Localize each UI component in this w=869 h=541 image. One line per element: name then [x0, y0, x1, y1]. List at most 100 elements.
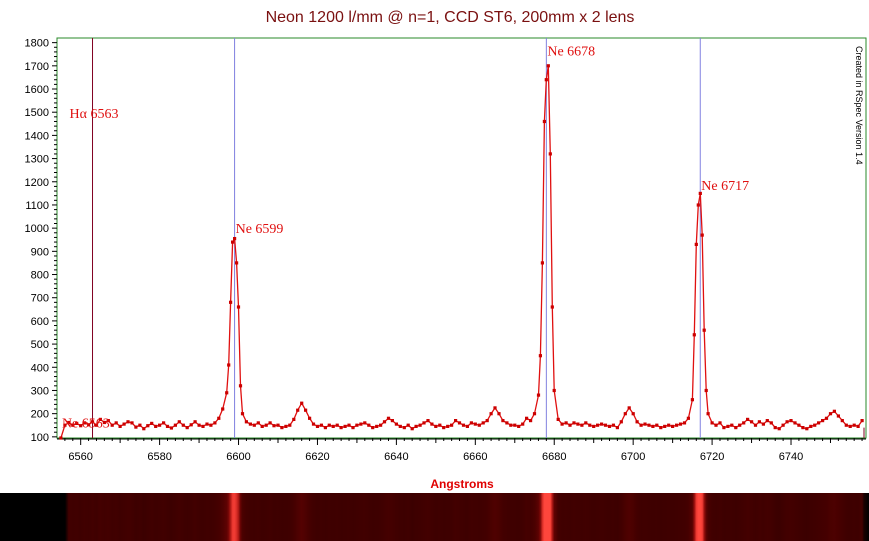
data-point: [521, 422, 525, 426]
data-point: [538, 354, 542, 358]
data-point: [371, 426, 375, 430]
data-point: [738, 423, 742, 427]
data-point: [71, 423, 75, 427]
data-point: [225, 391, 229, 395]
data-point: [750, 420, 754, 424]
y-tick-label: 1500: [25, 107, 49, 119]
y-tick-label: 400: [31, 362, 49, 374]
spectrum-series-line: [60, 65, 863, 439]
data-point: [592, 424, 596, 428]
data-point: [375, 424, 379, 428]
data-point: [560, 422, 564, 426]
data-point: [742, 421, 746, 425]
data-point: [525, 416, 529, 420]
data-point: [442, 426, 446, 430]
data-point: [79, 424, 83, 428]
data-point: [98, 417, 102, 421]
data-point: [623, 412, 627, 416]
x-tick-label: 6580: [147, 451, 171, 463]
data-point: [87, 423, 91, 427]
y-tick-label: 1800: [25, 38, 49, 50]
data-point: [696, 203, 700, 207]
data-point: [678, 422, 683, 426]
line-annotation: Ne 6599: [236, 222, 284, 237]
data-point: [481, 421, 485, 425]
data-point: [221, 407, 225, 411]
data-point: [165, 424, 170, 428]
data-point: [355, 423, 359, 427]
data-point: [663, 424, 667, 428]
y-tick-label: 200: [31, 409, 49, 421]
data-point: [288, 423, 292, 427]
y-tick-label: 1600: [25, 84, 49, 96]
data-point: [596, 423, 600, 427]
x-tick-label: 6700: [621, 451, 645, 463]
data-point: [238, 384, 243, 388]
data-point: [118, 424, 122, 428]
data-point: [607, 424, 612, 428]
data-point: [461, 423, 466, 427]
data-point: [454, 419, 458, 423]
data-point: [323, 426, 327, 430]
data-point: [185, 426, 189, 430]
x-tick-label: 6680: [542, 451, 566, 463]
data-point: [193, 420, 197, 424]
x-tick-label: 6740: [779, 451, 803, 463]
data-point: [426, 419, 430, 423]
data-point: [643, 422, 647, 426]
data-point: [231, 240, 235, 244]
data-point: [572, 421, 576, 425]
data-point: [769, 421, 773, 425]
data-point: [438, 423, 442, 427]
data-point: [536, 393, 541, 397]
data-point: [540, 261, 544, 265]
data-point: [162, 421, 166, 425]
y-tick-label: 100: [31, 432, 49, 444]
data-point: [546, 64, 550, 68]
data-point: [233, 237, 237, 241]
data-point: [852, 423, 856, 427]
data-point: [848, 424, 852, 428]
plot-area: 100 200 300 400 500 600 700 800 900 1000 1100 1200 1…: [25, 37, 867, 463]
data-point: [489, 412, 493, 416]
data-point: [801, 426, 805, 430]
data-point: [339, 426, 343, 430]
data-point: [832, 409, 836, 413]
data-point: [671, 424, 675, 428]
data-point: [359, 422, 363, 426]
data-point: [173, 423, 177, 427]
data-point: [509, 423, 513, 427]
data-point: [840, 419, 844, 423]
data-point: [734, 426, 738, 430]
data-point: [817, 421, 821, 425]
data-point: [327, 423, 331, 427]
data-point: [564, 421, 568, 425]
data-point: [542, 119, 546, 124]
data-point: [501, 419, 505, 423]
data-point: [351, 426, 355, 430]
data-point: [836, 414, 840, 418]
data-point: [59, 436, 63, 440]
data-point: [67, 420, 71, 425]
data-point: [315, 424, 320, 428]
data-point: [757, 420, 761, 424]
data-point: [457, 421, 462, 425]
data-point: [390, 419, 394, 423]
data-point: [150, 421, 154, 425]
data-point: [828, 412, 833, 416]
x-tick-label: 6600: [226, 451, 250, 463]
data-point: [692, 333, 696, 337]
data-point: [548, 152, 552, 156]
data-point: [655, 423, 659, 427]
data-point: [690, 398, 694, 402]
data-point: [130, 421, 134, 425]
data-point: [430, 422, 434, 426]
data-point: [785, 420, 789, 424]
data-point: [367, 423, 371, 427]
data-point: [694, 242, 698, 246]
data-point: [268, 421, 272, 425]
data-point: [761, 422, 765, 426]
data-point: [635, 420, 639, 424]
data-point: [244, 420, 248, 424]
data-point: [556, 417, 560, 421]
